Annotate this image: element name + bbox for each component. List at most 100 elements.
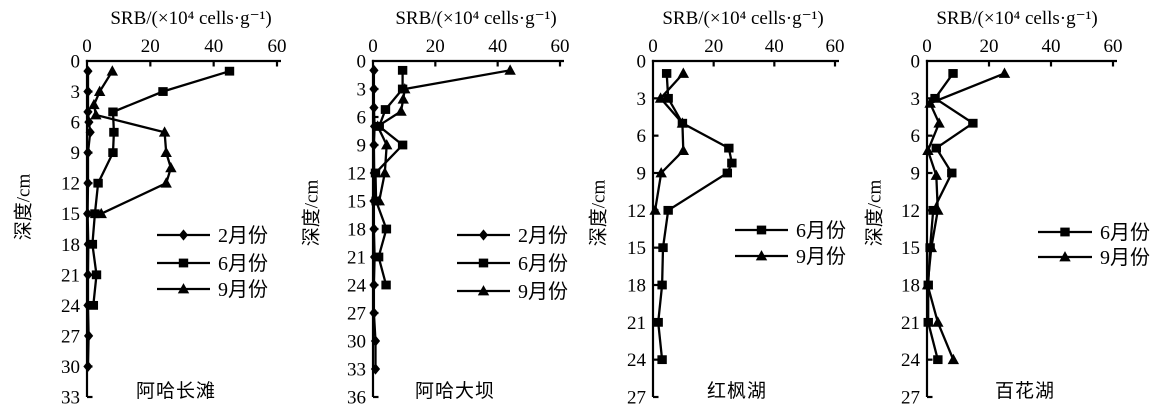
panel-title: 百花湖 [994, 381, 1056, 402]
y-tick-label: 21 [627, 313, 646, 334]
y-tick-label: 24 [627, 350, 647, 371]
triangle-marker [924, 97, 936, 108]
y-tick-label: 12 [627, 201, 646, 222]
y-tick-label: 12 [61, 174, 80, 195]
x-tick-label: 40 [488, 36, 507, 57]
triangle-marker [395, 105, 407, 116]
diamond-marker [83, 330, 94, 342]
diamond-marker [369, 139, 379, 151]
triangle-marker [932, 204, 944, 215]
chart-panel-aha-dam: SRB/(×10⁴ cells·g⁻¹) 深度/cm 0 20 40 60 0 3 6 9 12… [290, 0, 580, 414]
triangle-marker [381, 139, 393, 150]
series-line [374, 70, 405, 286]
square-marker [653, 317, 663, 327]
legend: 2月份 6月份 9月份 [457, 224, 568, 303]
legend-label: 6月份 [518, 252, 568, 275]
legend-diamond-marker [478, 229, 489, 241]
y-tick-label: 9 [71, 143, 81, 164]
triangle-marker [397, 93, 409, 104]
panel-title: 阿哈长滩 [135, 381, 217, 402]
triangle-marker [93, 85, 106, 96]
legend-triangle-marker [1059, 251, 1071, 262]
y-tick-label: 12 [347, 164, 366, 185]
y-tick-label: 33 [61, 388, 80, 409]
y-tick-label: 12 [901, 201, 920, 222]
y-tick-label: 6 [637, 126, 647, 147]
square-marker [931, 143, 941, 153]
square-marker [657, 355, 667, 365]
square-marker [657, 280, 667, 290]
square-marker [373, 252, 384, 262]
y-tick-label: 3 [911, 89, 921, 110]
diamond-marker [370, 335, 381, 347]
square-marker [380, 105, 391, 114]
x-axis-title: SRB/(×10⁴ cells·g⁻¹) [936, 8, 1098, 29]
x-tick-label: 40 [204, 36, 223, 57]
square-marker [397, 140, 408, 150]
triangle-marker [676, 117, 689, 128]
diamond-marker [369, 279, 379, 291]
legend-diamond-marker [178, 229, 189, 241]
x-tick-label: 40 [1042, 36, 1061, 57]
series-line [372, 70, 377, 369]
y-tick-label: 15 [347, 192, 366, 213]
diamond-marker [85, 126, 95, 138]
y-tick-label: 0 [71, 52, 81, 73]
legend-label: 6月份 [218, 252, 268, 275]
series-square [653, 69, 737, 365]
square-marker [109, 127, 119, 137]
panel-title: 阿哈大坝 [414, 381, 496, 402]
y-tick-label: 18 [901, 276, 920, 297]
square-marker [727, 158, 737, 168]
square-marker [724, 143, 734, 153]
panel-title: 红枫湖 [706, 381, 768, 402]
square-marker [928, 205, 938, 215]
series-line [91, 70, 230, 306]
y-tick-label: 36 [347, 388, 366, 409]
y-tick-label: 27 [627, 388, 646, 409]
square-marker [158, 87, 168, 96]
chart-panel-aha-changtan: SRB/(×10⁴ cells·g⁻¹) 深度/cm 0 20 40 60 0 3 6 9 12… [0, 0, 290, 414]
square-marker [923, 317, 933, 327]
triangle-marker [106, 65, 119, 76]
series-line [653, 72, 685, 211]
legend-triangle-marker [477, 285, 490, 296]
square-marker [663, 93, 673, 103]
square-marker [88, 300, 99, 310]
x-axis-title: SRB/(×10⁴ cells·g⁻¹) [110, 8, 272, 29]
y-tick-label: 24 [61, 296, 81, 317]
diamond-marker [369, 83, 379, 95]
legend-triangle-marker [177, 283, 190, 294]
triangle-marker [95, 207, 107, 219]
y-tick-label: 9 [637, 164, 647, 185]
square-marker [87, 239, 98, 249]
tick-labels: 0 20 40 60 0 3 6 9 12 15 18 21 24 27 30 33 [61, 36, 287, 409]
diamond-marker [370, 363, 381, 375]
plot-area: 0 20 40 60 0 3 6 9 12 15 18 21 24 27 30 33 2月份 6月份 9月份 [61, 36, 287, 409]
x-tick-label: 40 [765, 36, 784, 57]
legend-label: 2月份 [518, 224, 568, 247]
x-tick-label: 60 [826, 36, 845, 57]
chart-panel-hongfeng-lake: SRB/(×10⁴ cells·g⁻¹) 深度/cm 0 20 40 60 0 3 6 9 12… [580, 0, 865, 414]
triangle-marker [947, 353, 960, 365]
y-tick-label: 3 [71, 82, 81, 103]
series-diamond [369, 64, 381, 375]
series-line [926, 72, 1005, 361]
y-tick-label: 3 [357, 80, 367, 101]
y-tick-label: 21 [61, 265, 80, 286]
diamond-marker [369, 102, 379, 114]
series-square [87, 66, 235, 310]
triangle-marker [160, 146, 172, 158]
triangle-marker [655, 167, 667, 178]
triangle-marker [504, 64, 516, 75]
x-tick-label: 60 [1104, 36, 1123, 57]
series-square [923, 69, 978, 365]
diamond-marker [83, 177, 93, 189]
series-line [927, 72, 975, 360]
x-tick-label: 60 [551, 36, 570, 57]
diamond-marker [83, 208, 93, 220]
y-tick-label: 24 [347, 276, 367, 297]
